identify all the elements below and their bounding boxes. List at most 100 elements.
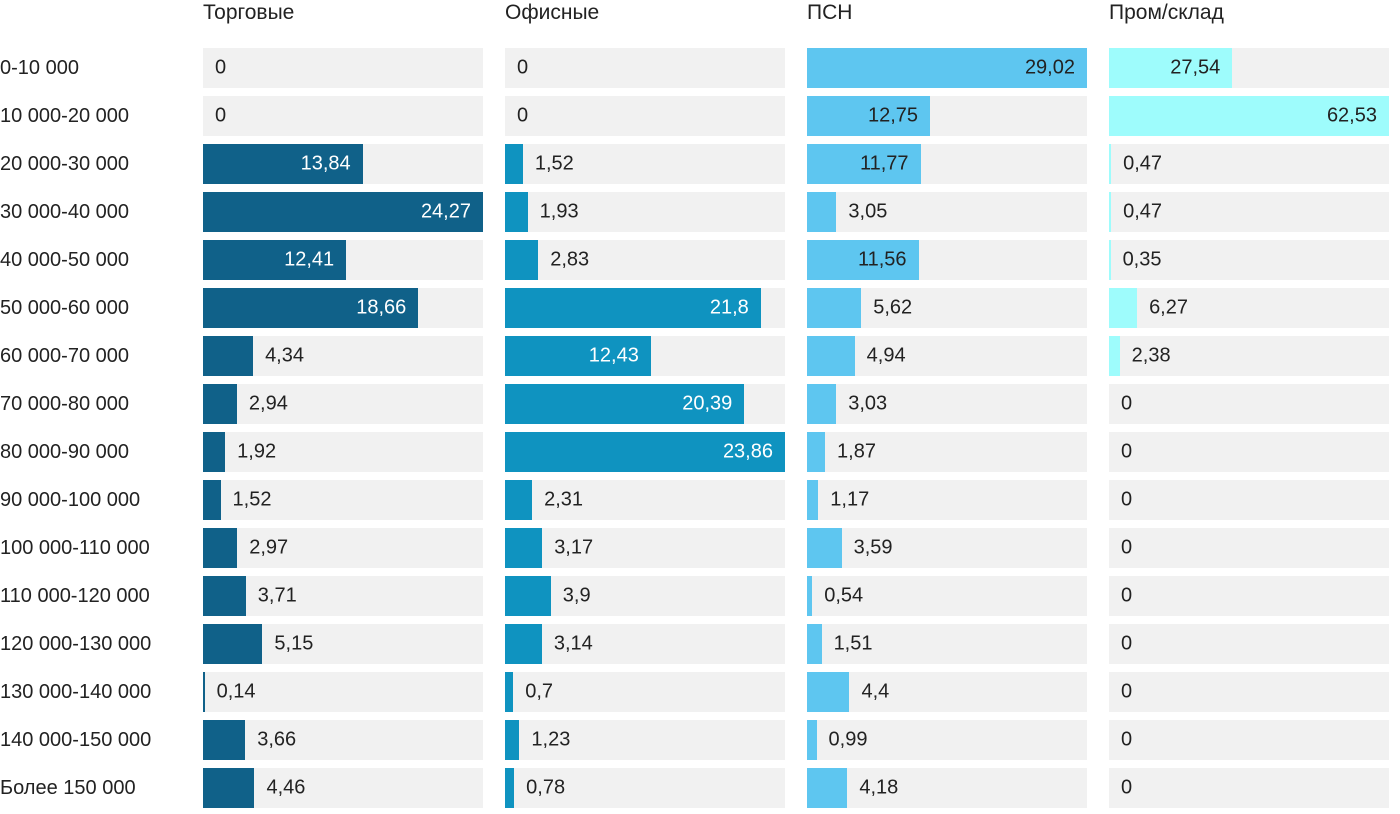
- value-label: 4,18: [859, 776, 899, 799]
- bar-track: 5,15: [203, 624, 483, 664]
- value-label: 13,84: [300, 152, 351, 175]
- bar: [807, 528, 842, 568]
- value-label: 0: [517, 56, 529, 79]
- bar-track: 2,94: [203, 384, 483, 424]
- value-label: 0: [517, 104, 529, 127]
- value-label: 0,99: [828, 728, 868, 751]
- bar-track: 0,47: [1109, 192, 1389, 232]
- bar: [203, 768, 255, 808]
- bar: [807, 624, 822, 664]
- value-label: 27,54: [1170, 56, 1221, 79]
- value-label: 12,43: [588, 344, 639, 367]
- value-label: 1,92: [237, 440, 277, 463]
- bar-track: 1,52: [203, 480, 483, 520]
- value-label: 4,34: [265, 344, 304, 367]
- bar: [505, 144, 523, 184]
- bar-track: 11,77: [807, 144, 1087, 184]
- bar: 11,77: [807, 144, 921, 184]
- bar: [505, 672, 514, 712]
- value-label: 11,77: [859, 152, 909, 175]
- value-label: 29,02: [1024, 56, 1075, 79]
- value-label: 0: [1121, 536, 1133, 559]
- bar: [807, 432, 826, 472]
- bar: [1109, 288, 1138, 328]
- value-label: 21,8: [709, 296, 749, 319]
- value-label: 1,17: [830, 488, 870, 511]
- bar: [505, 624, 542, 664]
- bar: [203, 384, 237, 424]
- row-label: 50 000-60 000: [0, 296, 130, 319]
- value-label: 0: [215, 104, 227, 127]
- row-label: 140 000-150 000: [0, 728, 152, 751]
- bar-track: 23,86: [505, 432, 785, 472]
- value-label: 0: [1121, 680, 1133, 703]
- bar: [807, 576, 813, 616]
- value-label: 18,66: [356, 296, 407, 319]
- value-label: 20,39: [682, 392, 733, 415]
- bar-track: 21,8: [505, 288, 785, 328]
- bar-track: 0: [1109, 384, 1389, 424]
- bar-track: 12,43: [505, 336, 785, 376]
- bar-track: 0: [1109, 624, 1389, 664]
- bar-track: 0,47: [1109, 144, 1389, 184]
- value-label: 11,56: [857, 248, 907, 271]
- row-label: 120 000-130 000: [0, 632, 152, 655]
- corner-spacer: [0, 0, 181, 30]
- bar: 11,56: [807, 240, 919, 280]
- value-label: 0: [1121, 776, 1133, 799]
- bar-track: 1,87: [807, 432, 1087, 472]
- row-label: 20 000-30 000: [0, 152, 130, 175]
- bar-track: 3,14: [505, 624, 785, 664]
- row-label: 110 000-120 000: [0, 584, 150, 607]
- value-label: 0: [1121, 488, 1133, 511]
- value-label: 0,78: [526, 776, 566, 799]
- value-label: 1,87: [837, 440, 876, 463]
- bar: [203, 672, 205, 712]
- value-label: 3,14: [553, 632, 593, 655]
- bar-track: 11,56: [807, 240, 1087, 280]
- bar-track: 0: [203, 96, 483, 136]
- bar-track: 0: [1109, 432, 1389, 472]
- bar-track: 0: [1109, 528, 1389, 568]
- bar-track: 0: [1109, 672, 1389, 712]
- bar-track: 0: [1109, 768, 1389, 808]
- value-label: 0: [1121, 440, 1133, 463]
- value-label: 4,4: [861, 680, 890, 703]
- value-label: 1,52: [534, 152, 574, 175]
- bar-track: 3,59: [807, 528, 1087, 568]
- value-label: 5,15: [274, 632, 314, 655]
- bar-track: 3,9: [505, 576, 785, 616]
- value-label: 23,86: [722, 440, 773, 463]
- value-label: 0,14: [216, 680, 256, 703]
- bar-track: 29,02: [807, 48, 1087, 88]
- bar-track: 1,23: [505, 720, 785, 760]
- row-label: Более 150 000: [0, 776, 136, 799]
- row-label: 0-10 000: [0, 56, 79, 79]
- bar: [807, 336, 855, 376]
- bar-track: 2,97: [203, 528, 483, 568]
- value-label: 4,94: [866, 344, 906, 367]
- bar: [1109, 192, 1112, 232]
- value-label: 0: [1121, 584, 1133, 607]
- column-header-ofisnye: Офисные: [505, 1, 600, 24]
- bar-track: 24,27: [203, 192, 483, 232]
- bar-track: 5,62: [807, 288, 1087, 328]
- value-label: 5,62: [873, 296, 913, 319]
- bar-track: 3,66: [203, 720, 483, 760]
- bar: [203, 432, 226, 472]
- row-label: 80 000-90 000: [0, 440, 130, 463]
- bar: [505, 192, 528, 232]
- bar: [203, 528, 238, 568]
- bar-track: 12,75: [807, 96, 1087, 136]
- bar-track: 4,34: [203, 336, 483, 376]
- bar-track: 4,18: [807, 768, 1087, 808]
- bar: [807, 192, 837, 232]
- bar: [807, 480, 819, 520]
- bar: 24,27: [203, 192, 483, 232]
- bar: [203, 576, 246, 616]
- value-label: 2,94: [248, 392, 288, 415]
- value-label: 0: [1121, 632, 1133, 655]
- value-label: 0,7: [525, 680, 554, 703]
